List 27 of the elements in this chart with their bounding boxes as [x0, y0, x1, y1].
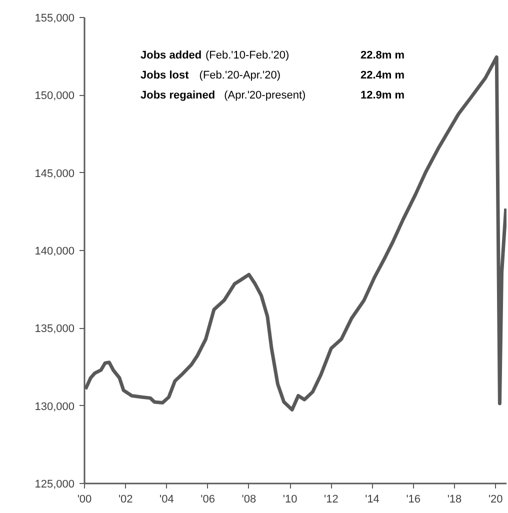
annotation: Jobs regained [140, 90, 216, 102]
y-tick-label: 135,000 [34, 323, 75, 336]
y-tick-label: 150,000 [34, 90, 75, 102]
annotation: 12.9m m [360, 90, 405, 102]
y-tick-label: 145,000 [34, 168, 75, 180]
y-tick-label: 125,000 [34, 478, 75, 490]
x-tick-label: '14 [365, 494, 380, 506]
x-tick-label: '20 [488, 494, 503, 506]
x-tick-label: '18 [447, 494, 462, 506]
y-tick-label: 155,000 [34, 12, 75, 24]
annotation: 22.8m m [360, 50, 405, 62]
annotation: (Feb.'20-Apr.'20) [199, 70, 281, 82]
x-tick-label: '06 [200, 494, 216, 506]
annotation: Jobs added [140, 50, 202, 62]
x-tick-label: '04 [160, 494, 174, 506]
x-tick-label: '16 [406, 494, 421, 506]
annotation: Jobs lost [140, 70, 190, 82]
x-tick-label: '10 [282, 494, 298, 506]
y-tick-label: 130,000 [34, 400, 75, 413]
annotation: (Apr.'20-present) [224, 90, 306, 102]
x-tick-label: '00 [77, 494, 92, 506]
annotation: (Feb.'10-Feb.'20) [206, 50, 290, 62]
x-tick-label: '12 [324, 494, 338, 506]
x-tick-label: '08 [242, 494, 256, 506]
y-tick-label: 140,000 [34, 246, 75, 258]
annotation: 22.4m m [360, 70, 405, 82]
x-tick-label: '02 [118, 494, 133, 506]
